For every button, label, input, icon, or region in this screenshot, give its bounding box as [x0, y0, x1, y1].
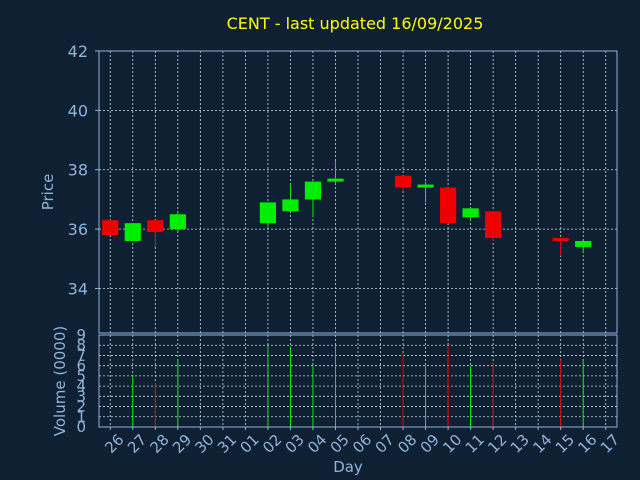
candle-body [394, 175, 412, 188]
price-tick-label: 42 [68, 42, 88, 61]
price-tick-label: 34 [68, 279, 88, 298]
volume-tick-label: 2 [76, 398, 86, 416]
price-tick-label: 38 [68, 161, 88, 180]
volume-axis-label: Volume (0000) [51, 326, 69, 436]
volume-tick-label: 9 [76, 326, 86, 344]
x-tick-label: 17 [597, 431, 623, 457]
volume-tick-label: 0 [76, 418, 86, 436]
candle-body [102, 220, 119, 236]
candle-body [124, 223, 141, 241]
volume-tick-label: 7 [76, 346, 86, 364]
volume-tick-label: 5 [76, 367, 86, 385]
volume-bars [132, 345, 584, 427]
price-tick-label: 36 [68, 220, 88, 239]
candle-body [552, 238, 569, 241]
candle-body [259, 202, 277, 224]
volume-tick-label: 6 [76, 357, 86, 375]
candle-body [462, 208, 479, 218]
volume-tick-label: 8 [76, 336, 86, 354]
candle-body [439, 187, 457, 224]
x-axis-label: Day [333, 458, 363, 476]
candle-body [147, 220, 164, 233]
volume-tick-label: 4 [76, 377, 86, 395]
chart-title: CENT - last updated 16/09/2025 [226, 14, 484, 33]
volume-tick-label: 3 [76, 387, 86, 405]
price-frame [98, 50, 618, 334]
candles [102, 160, 592, 256]
candle-body [575, 240, 592, 247]
candle-body [169, 214, 186, 230]
candle-body [327, 178, 344, 182]
grid-lines [99, 50, 617, 428]
candle-body [282, 199, 299, 212]
price-axis-label: Price [39, 174, 57, 211]
volume-tick-label: 1 [76, 408, 86, 426]
candle-body [485, 211, 502, 239]
candle-body [304, 181, 322, 200]
price-tick-label: 40 [68, 101, 88, 120]
candle-body [417, 184, 434, 188]
